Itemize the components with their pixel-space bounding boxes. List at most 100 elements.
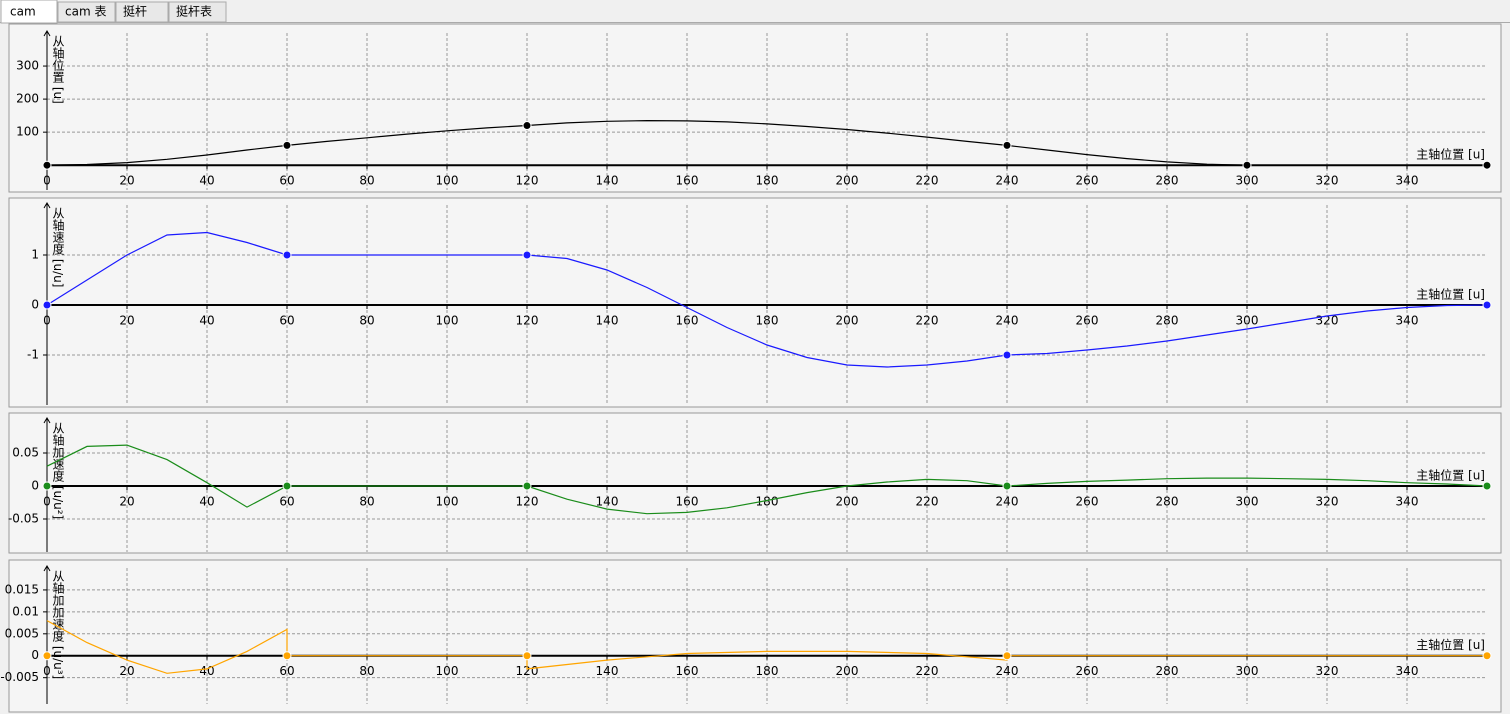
x-tick-label: 40 <box>199 314 214 328</box>
key-point[interactable] <box>42 300 52 310</box>
x-tick-label: 280 <box>1156 314 1179 328</box>
x-tick-label: 60 <box>279 314 294 328</box>
key-point[interactable] <box>522 250 532 260</box>
x-tick-label: 320 <box>1316 174 1339 188</box>
tab-label[interactable]: cam <box>10 5 36 19</box>
y-tick-label: -0.05 <box>8 512 39 526</box>
y-axis-arrow <box>43 565 51 572</box>
x-tick-label: 280 <box>1156 664 1179 678</box>
key-point[interactable] <box>1482 651 1492 661</box>
tab[interactable] <box>168 1 227 23</box>
key-point[interactable] <box>282 140 292 150</box>
y-tick-label: 100 <box>16 125 39 139</box>
x-tick-label: 300 <box>1236 495 1259 509</box>
x-tick-label: 80 <box>359 174 374 188</box>
x-tick-label: 80 <box>359 314 374 328</box>
x-tick-label: 180 <box>756 174 779 188</box>
x-tick-label: 140 <box>596 495 619 509</box>
x-tick-label: 100 <box>436 174 459 188</box>
key-point[interactable] <box>282 651 292 661</box>
x-tick-label: 220 <box>916 495 939 509</box>
y-tick-label: 300 <box>16 59 39 73</box>
key-point[interactable] <box>522 121 532 131</box>
x-tick-label: 40 <box>199 174 214 188</box>
key-point[interactable] <box>1002 651 1012 661</box>
panel <box>8 412 1502 554</box>
y-axis-label: 从轴加速度 [u/u²] <box>51 422 65 519</box>
key-point[interactable] <box>1482 300 1492 310</box>
y-axis-arrow <box>43 202 51 209</box>
key-point[interactable] <box>42 481 52 491</box>
tab[interactable] <box>57 1 116 23</box>
x-tick-label: 120 <box>516 174 539 188</box>
tab-bar <box>0 22 1510 23</box>
key-point[interactable] <box>1482 160 1492 170</box>
tab[interactable] <box>0 0 58 24</box>
x-tick-label: 320 <box>1316 495 1339 509</box>
x-tick-label: 260 <box>1076 174 1099 188</box>
y-axis-arrow <box>43 30 51 37</box>
x-tick-label: 200 <box>836 495 859 509</box>
y-axis-label: 从轴位置 [u] <box>51 35 65 104</box>
x-tick-label: 220 <box>916 664 939 678</box>
y-axis-label: 从轴速度 [u/u] <box>51 207 65 287</box>
x-axis-label: 主轴位置 [u] <box>1416 468 1485 483</box>
y-tick-label: 0.05 <box>12 446 39 460</box>
key-point[interactable] <box>282 250 292 260</box>
y-tick-label: -1 <box>27 348 39 362</box>
x-tick-label: 280 <box>1156 495 1179 509</box>
key-point[interactable] <box>1002 140 1012 150</box>
x-tick-label: 100 <box>436 314 459 328</box>
key-point[interactable] <box>1242 160 1252 170</box>
tab[interactable] <box>115 1 169 23</box>
x-tick-label: 60 <box>279 174 294 188</box>
panel <box>8 23 1502 193</box>
x-tick-label: 340 <box>1396 495 1419 509</box>
x-tick-label: 20 <box>119 314 134 328</box>
x-tick-label: 340 <box>1396 174 1419 188</box>
x-tick-label: 320 <box>1316 664 1339 678</box>
x-tick-label: 260 <box>1076 664 1099 678</box>
curve <box>46 620 1487 674</box>
x-tick-label: 120 <box>516 495 539 509</box>
key-point[interactable] <box>522 651 532 661</box>
tab-label[interactable]: cam 表 <box>65 5 106 19</box>
key-point[interactable] <box>42 160 52 170</box>
y-tick-label: 0.005 <box>5 626 39 640</box>
x-tick-label: 220 <box>916 174 939 188</box>
panel <box>8 197 1502 408</box>
x-tick-label: 160 <box>676 314 699 328</box>
y-axis-arrow <box>43 417 51 424</box>
x-tick-label: 280 <box>1156 174 1179 188</box>
x-tick-label: 160 <box>676 495 699 509</box>
x-tick-label: 240 <box>996 495 1019 509</box>
key-point[interactable] <box>1482 481 1492 491</box>
key-point[interactable] <box>522 481 532 491</box>
x-tick-label: 200 <box>836 174 859 188</box>
x-tick-label: 340 <box>1396 314 1419 328</box>
x-tick-label: 240 <box>996 174 1019 188</box>
key-point[interactable] <box>282 481 292 491</box>
x-tick-label: 240 <box>996 664 1019 678</box>
key-point[interactable] <box>42 651 52 661</box>
y-tick-label: 0 <box>31 648 39 662</box>
x-tick-label: 80 <box>359 495 374 509</box>
key-point[interactable] <box>1002 481 1012 491</box>
x-tick-label: 180 <box>756 495 779 509</box>
tab-label[interactable]: 挺杆表 <box>176 4 212 19</box>
y-tick-label: 0.01 <box>12 604 39 618</box>
x-tick-label: 160 <box>676 664 699 678</box>
y-tick-label: 1 <box>31 248 39 262</box>
x-tick-label: 220 <box>916 314 939 328</box>
x-tick-label: 100 <box>436 664 459 678</box>
tab-label[interactable]: 挺杆 <box>123 4 147 19</box>
x-tick-label: 240 <box>996 314 1019 328</box>
x-tick-label: 260 <box>1076 495 1099 509</box>
y-tick-label: -0.005 <box>0 670 39 684</box>
y-tick-label: 0 <box>31 298 39 312</box>
key-point[interactable] <box>1002 350 1012 360</box>
x-tick-label: 300 <box>1236 664 1259 678</box>
y-tick-label: 0 <box>31 479 39 493</box>
